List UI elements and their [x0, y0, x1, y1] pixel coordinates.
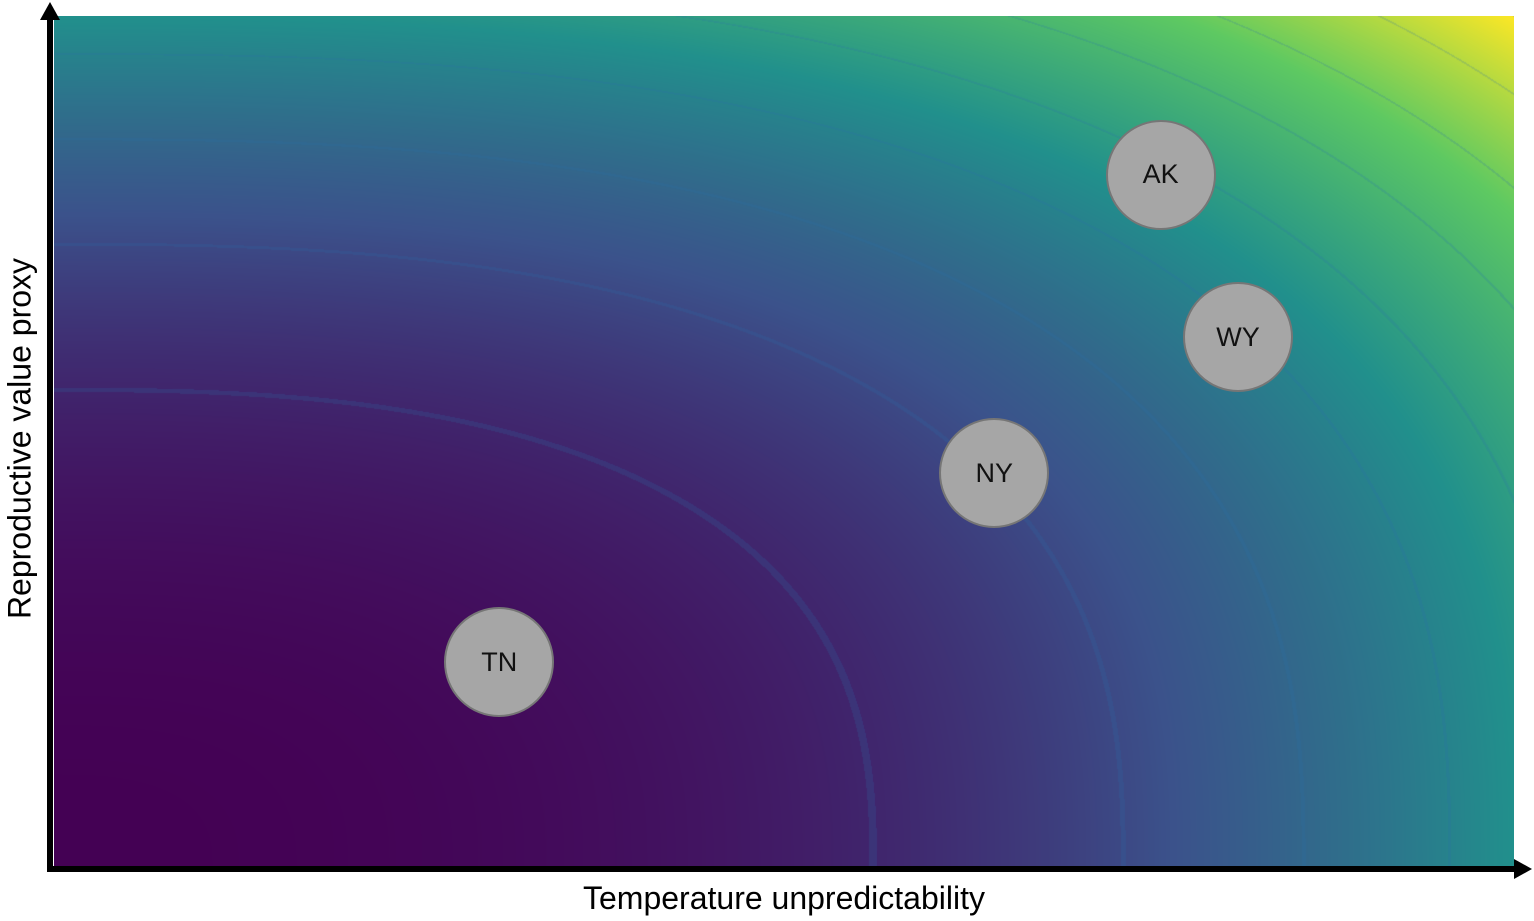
data-point-wy: WY: [1183, 282, 1294, 393]
data-point-ak: AK: [1105, 119, 1216, 230]
data-point-ny: NY: [939, 418, 1050, 529]
x-axis-arrow: [1514, 859, 1532, 879]
y-axis-arrow: [40, 2, 60, 20]
y-axis-label: Reproductive value proxy: [1, 257, 38, 620]
contour-field: [54, 16, 1514, 866]
data-point-tn: TN: [444, 607, 555, 717]
x-axis-label: Temperature unpredictability: [583, 880, 985, 916]
